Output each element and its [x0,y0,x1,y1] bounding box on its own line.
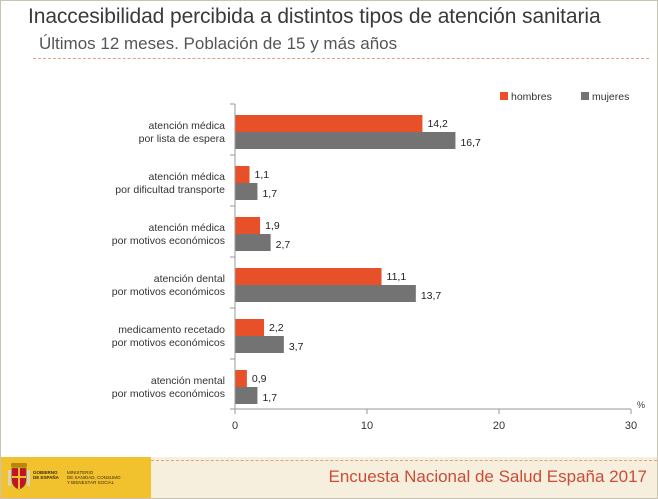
data-label-hombres: 2,2 [269,322,284,334]
coat-of-arms-icon [8,463,30,490]
category-label: por motivos económicos [112,388,225,400]
category-label: atención mental [151,375,225,387]
x-tick-label: 20 [493,420,505,432]
legend-swatch-hombres [500,92,508,100]
category-label: atención médica [149,120,226,132]
category-label: por motivos económicos [112,235,225,247]
legend-swatch-mujeres [581,92,589,100]
data-label-hombres: 0,9 [252,373,267,385]
ministry-label: MINISTERIO DE SANIDAD, CONSUMO Y BIENEST… [67,470,121,485]
category-label: atención médica [149,171,226,183]
legend-label-mujeres: mujeres [592,91,629,103]
data-label-mujeres: 2,7 [276,239,291,251]
bar-hombres [235,115,423,132]
bar-hombres [235,370,247,387]
category-label: por motivos económicos [112,337,225,349]
bar-hombres [235,166,250,183]
data-label-hombres: 11,1 [387,271,407,283]
footer: GOBIERNO DE ESPAÑA MINISTERIO DE SANIDAD… [1,457,657,498]
category-label: por motivos económicos [112,286,225,298]
bar-mujeres [235,285,416,302]
data-label-mujeres: 3,7 [289,341,304,353]
data-label-hombres: 14,2 [427,118,448,130]
bar-hombres [235,319,265,336]
legend-label-hombres: hombres [511,91,552,103]
category-label: por dificultad transporte [115,184,225,196]
data-label-mujeres: 1,7 [262,392,277,404]
data-label-mujeres: 1,7 [262,188,277,200]
x-axis-unit: % [637,400,645,410]
footer-logo-band: GOBIERNO DE ESPAÑA MINISTERIO DE SANIDAD… [1,457,151,498]
data-label-hombres: 1,1 [255,169,270,181]
x-tick-label: 30 [625,420,637,432]
government-label: GOBIERNO DE ESPAÑA [33,470,59,480]
survey-name: Encuesta Nacional de Salud España 2017 [328,467,647,486]
bar-mujeres [235,132,456,149]
category-label: atención dental [154,273,225,285]
page-title: Inaccesibilidad percibida a distintos ti… [28,5,601,28]
bar-mujeres [235,183,258,200]
x-tick-label: 10 [361,420,373,432]
bar-mujeres [235,336,284,353]
bar-hombres [235,217,261,234]
category-label: atención médica [149,222,226,234]
data-label-mujeres: 16,7 [460,137,481,149]
bar-mujeres [235,234,271,251]
header-divider [33,58,649,59]
bar-mujeres [235,387,258,404]
category-label: por lista de espera [139,133,226,145]
bar-hombres [235,268,382,285]
x-tick-label: 0 [232,420,238,432]
page-subtitle: Últimos 12 meses. Población de 15 y más … [39,34,398,53]
data-label-hombres: 1,9 [265,220,280,232]
footer-divider [151,460,657,461]
data-label-mujeres: 13,7 [421,290,442,302]
category-label: medicamento recetado [118,324,225,336]
